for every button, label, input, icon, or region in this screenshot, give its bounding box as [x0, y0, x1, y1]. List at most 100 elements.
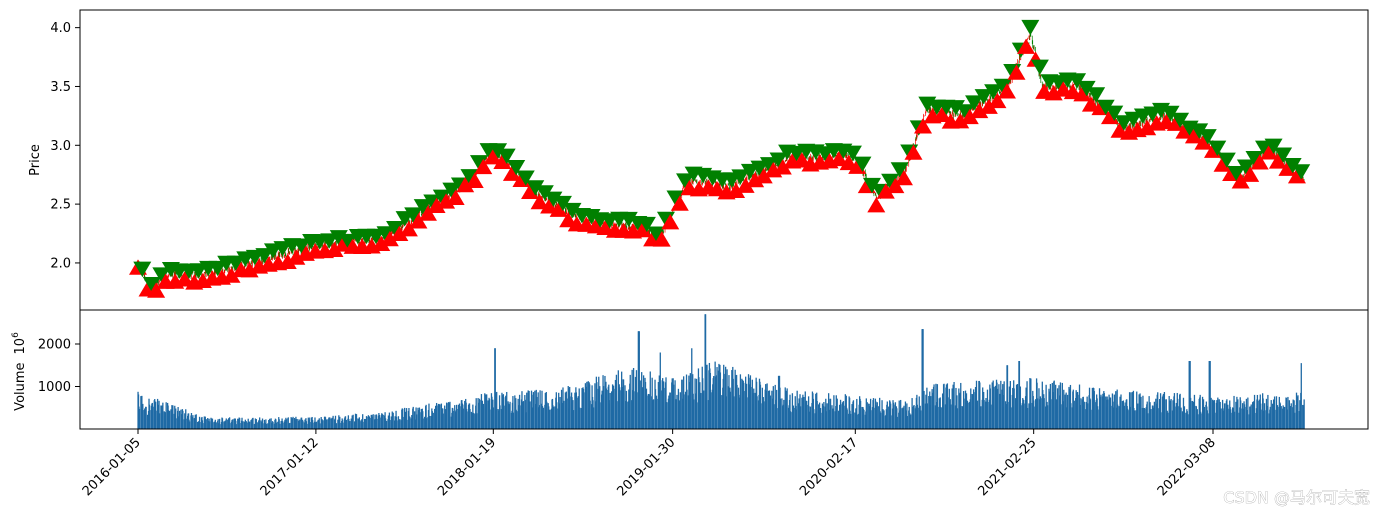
volume-bar: [649, 371, 651, 429]
volume-bars: [137, 314, 1305, 429]
volume-bar: [489, 409, 491, 429]
volume-bar: [1010, 407, 1012, 429]
volume-bar: [329, 417, 331, 429]
sell-marker: [460, 169, 479, 185]
volume-bar: [576, 397, 578, 429]
volume-bar: [1040, 398, 1042, 429]
volume-bar: [295, 418, 298, 429]
volume-bar: [349, 421, 351, 429]
volume-bar: [506, 391, 508, 429]
buy-marker: [1007, 64, 1026, 80]
volume-bar: [816, 400, 818, 429]
volume-bar: [1203, 406, 1206, 429]
volume-bar: [155, 410, 157, 429]
sell-marker: [1292, 164, 1311, 180]
volume-bar: [993, 386, 995, 429]
buy-marker: [278, 253, 297, 270]
volume-bar: [1083, 401, 1085, 429]
volume-bar: [920, 410, 922, 429]
volume-bar: [960, 382, 962, 429]
buy-marker: [502, 165, 521, 181]
volume-bar: [1063, 394, 1065, 429]
volume-bar: [683, 376, 685, 429]
volume-bar: [272, 422, 274, 429]
volume-bar: [616, 401, 618, 429]
volume-bar: [315, 421, 318, 429]
volume-bar: [743, 382, 745, 429]
sell-marker: [862, 177, 881, 194]
volume-bar: [1213, 400, 1216, 429]
sell-marker: [946, 100, 965, 116]
volume-bar: [602, 386, 605, 429]
volume-bar: [1300, 363, 1302, 429]
volume-bar: [1243, 404, 1246, 429]
volume-bar: [1210, 397, 1212, 429]
volume-bar: [255, 419, 257, 429]
volume-bar: [275, 422, 278, 429]
sell-marker: [489, 143, 508, 159]
volume-bar: [218, 418, 221, 429]
volume-bar: [672, 384, 675, 429]
sell-marker: [273, 241, 292, 257]
volume-bar: [632, 367, 635, 429]
volume-bar: [1250, 404, 1252, 429]
volume-bar: [639, 380, 641, 429]
volume-bar: [963, 398, 965, 429]
volume-bar: [1117, 404, 1119, 429]
buy-marker: [904, 144, 923, 160]
volume-bar: [622, 379, 625, 429]
volume-bar: [753, 388, 755, 429]
sell-marker: [984, 84, 1003, 100]
volume-bar: [238, 417, 241, 429]
sell-marker: [750, 160, 769, 176]
volume-bar: [222, 421, 224, 429]
volume-bar: [305, 421, 308, 429]
sell-marker: [1208, 140, 1227, 156]
volume-bar: [499, 405, 501, 429]
volume-bar: [1223, 403, 1226, 429]
volume-bar: [1177, 398, 1179, 429]
volume-bar: [496, 391, 498, 429]
volume-bar: [168, 410, 171, 429]
volume-bar: [1187, 414, 1189, 429]
volume-bar: [1227, 404, 1229, 429]
sell-marker: [974, 89, 993, 105]
sell-marker: [843, 145, 862, 161]
buy-marker: [409, 213, 428, 229]
volume-bar: [691, 348, 693, 429]
volume-bar: [1070, 403, 1072, 429]
volume-bar: [903, 405, 905, 429]
volume-bar: [452, 410, 454, 429]
volume-bar: [956, 408, 959, 429]
sell-marker: [1245, 150, 1264, 167]
sell-marker: [769, 152, 788, 168]
volume-bar: [946, 383, 949, 429]
sell-marker: [1021, 19, 1040, 36]
volume-bar: [1267, 394, 1269, 429]
volume-bar: [1147, 413, 1149, 429]
volume-bar: [1247, 397, 1249, 429]
volume-bar: [1006, 365, 1009, 429]
sell-marker: [255, 248, 274, 264]
volume-bar: [145, 406, 147, 429]
volume-bar: [1030, 378, 1032, 429]
volume-bar: [1026, 407, 1029, 429]
volume-bar: [265, 423, 267, 429]
volume-bar: [923, 390, 925, 429]
volume-bar: [866, 402, 868, 429]
volume-bar: [402, 416, 404, 429]
buy-marker: [1278, 160, 1297, 176]
sell-marker: [1236, 159, 1255, 175]
volume-bar: [479, 400, 481, 429]
volume-bar: [536, 396, 538, 429]
volume-bar: [1078, 384, 1081, 429]
volume-label-text: Volume: [13, 362, 28, 410]
volume-bar: [259, 417, 261, 429]
volume-bar: [666, 402, 668, 429]
volume-bar: [351, 415, 353, 429]
volume-bar: [609, 392, 611, 429]
volume-bar: [282, 422, 284, 429]
price-y-tick-label: 4.0: [50, 21, 71, 36]
volume-bar: [879, 412, 882, 429]
sell-marker: [1087, 87, 1106, 103]
